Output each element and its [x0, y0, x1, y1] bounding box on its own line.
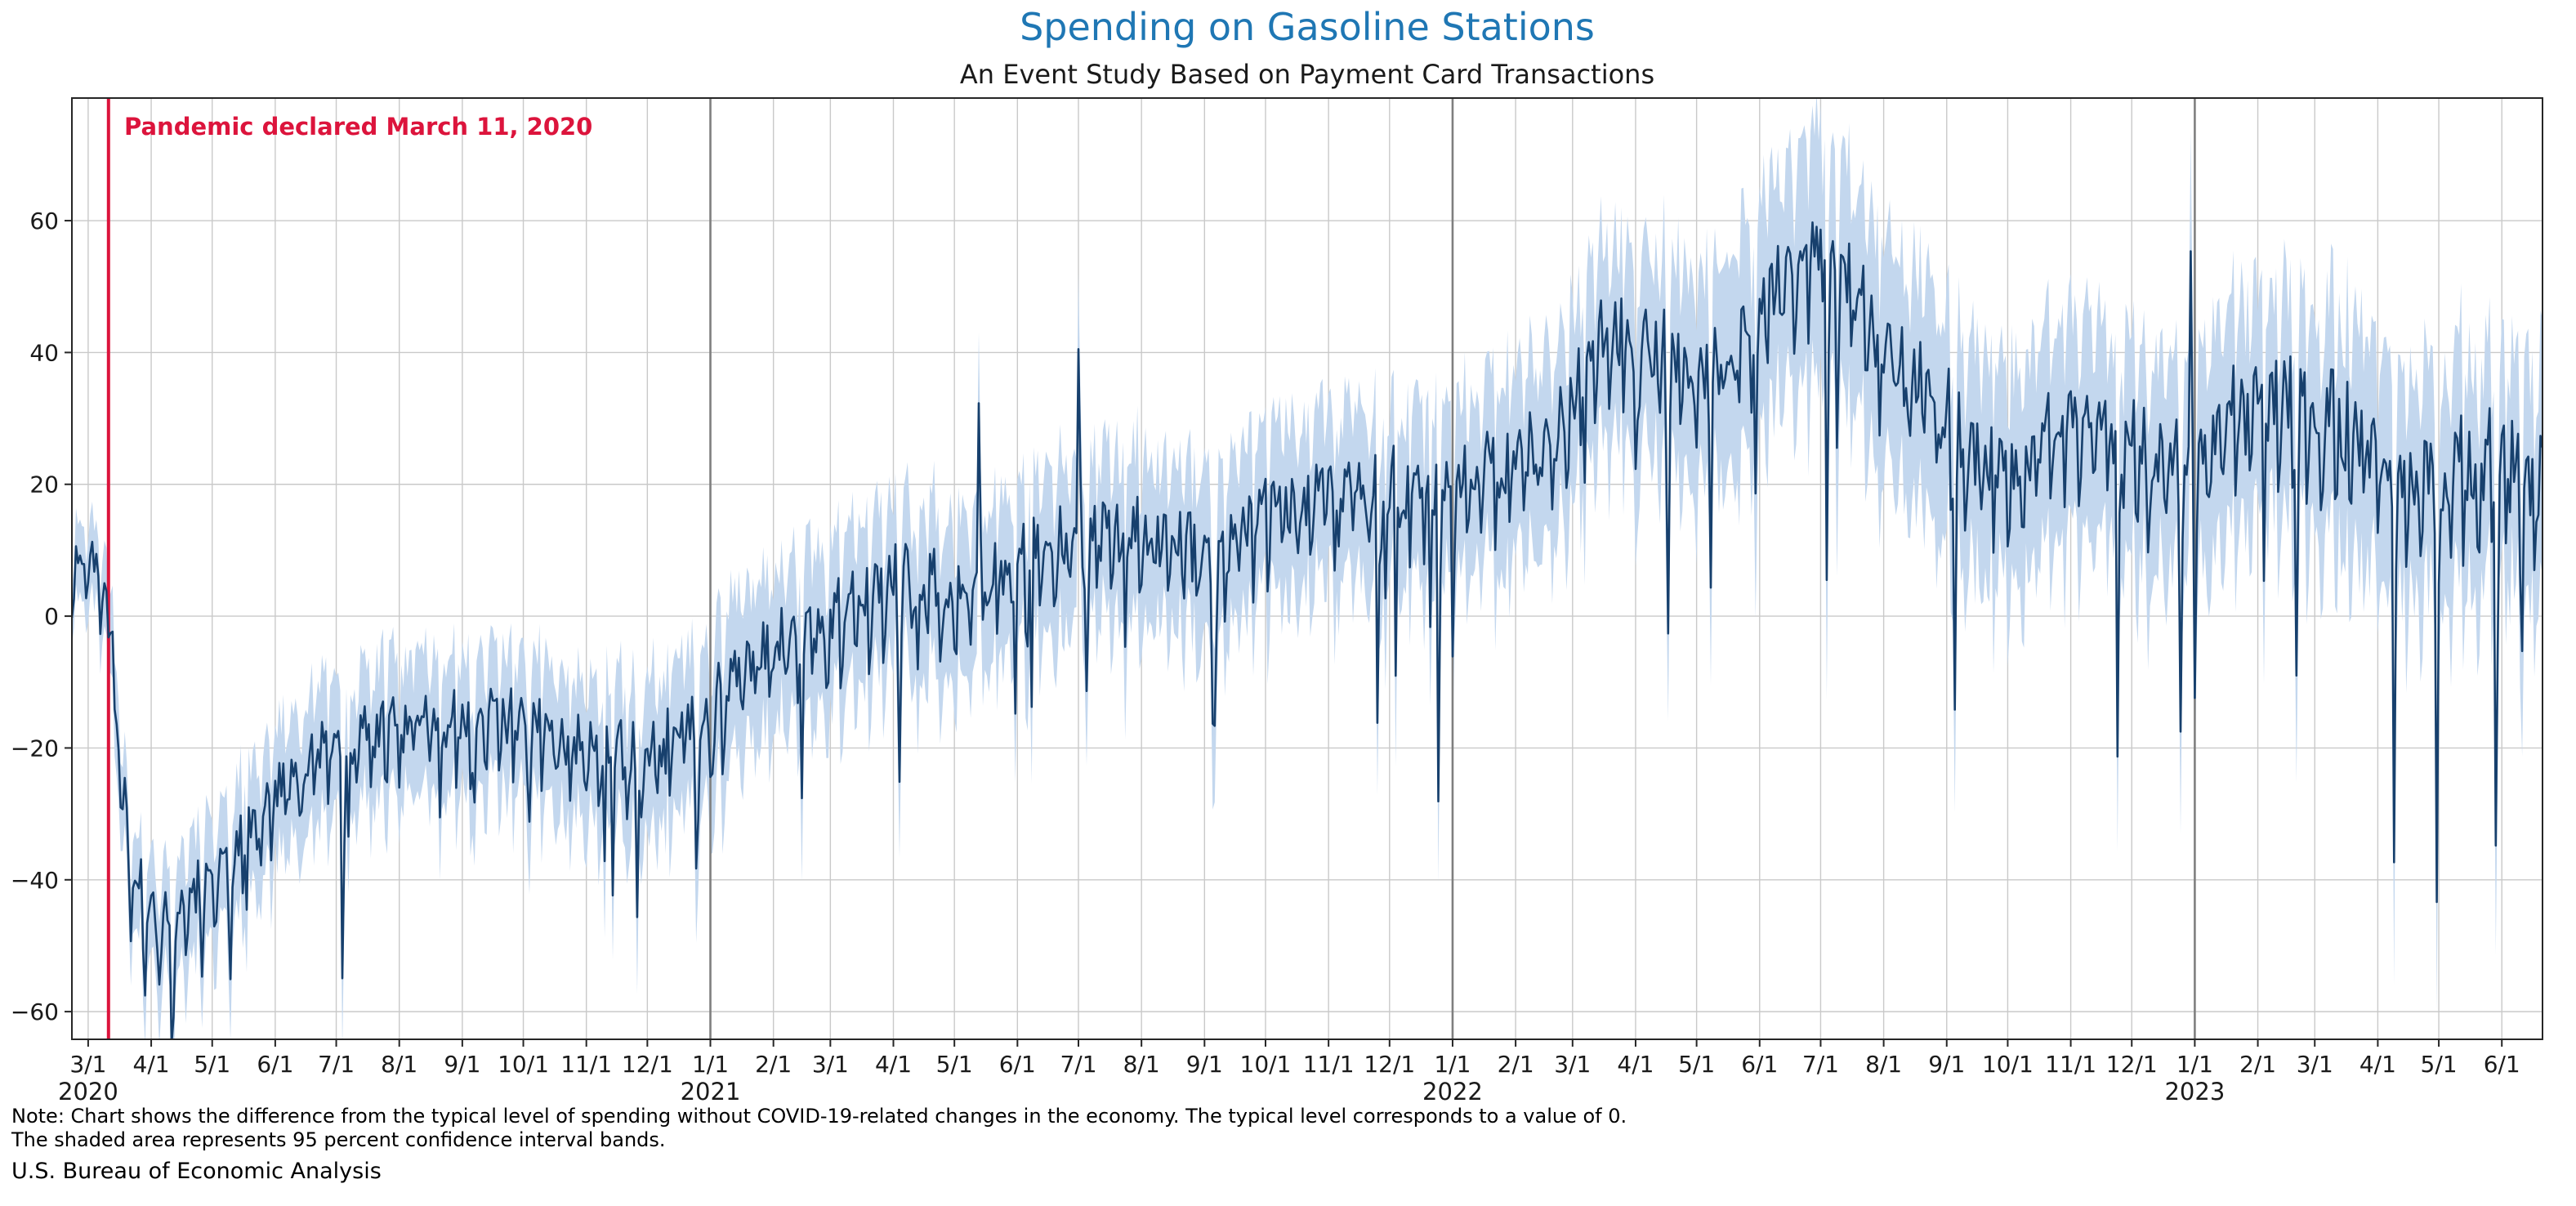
year-label: 2023 [2164, 1078, 2225, 1106]
x-tick-label: 2/1 [2239, 1051, 2276, 1078]
x-tick-label: 7/1 [1802, 1051, 1839, 1078]
x-tick-label: 8/1 [1123, 1051, 1160, 1078]
y-tick-label: 40 [29, 339, 59, 366]
x-tick-label: 8/1 [1865, 1051, 1902, 1078]
x-tick-label: 4/1 [1617, 1051, 1654, 1078]
x-tick-label: 12/1 [1364, 1051, 1415, 1078]
x-tick-label: 4/1 [133, 1051, 170, 1078]
x-tick-label: 11/1 [1303, 1051, 1355, 1078]
x-tick-label: 6/1 [257, 1051, 293, 1078]
x-tick-label: 2/1 [1498, 1051, 1534, 1078]
x-tick-label: 12/1 [2106, 1051, 2158, 1078]
x-tick-label: 5/1 [2421, 1051, 2458, 1078]
y-tick-label: 60 [29, 208, 59, 234]
x-tick-label: 7/1 [1060, 1051, 1096, 1078]
x-tick-label: 1/1 [1434, 1051, 1471, 1078]
year-label: 2022 [1422, 1078, 1483, 1106]
pandemic-annotation: Pandemic declared March 11, 2020 [124, 113, 593, 141]
source-label: U.S. Bureau of Economic Analysis [11, 1159, 382, 1184]
x-tick-label: 12/1 [622, 1051, 673, 1078]
x-tick-label: 11/1 [2045, 1051, 2096, 1078]
x-tick-label: 1/1 [692, 1051, 729, 1078]
x-tick-label: 7/1 [318, 1051, 355, 1078]
plot-border [71, 97, 2543, 1040]
x-tick-label: 1/1 [2176, 1051, 2213, 1078]
y-tick-label: −60 [11, 998, 59, 1025]
x-tick-label: 6/1 [999, 1051, 1036, 1078]
x-tick-label: 9/1 [1186, 1051, 1223, 1078]
x-tick-label: 6/1 [1741, 1051, 1778, 1078]
y-tick-label: −20 [11, 735, 59, 762]
x-tick-label: 3/1 [2297, 1051, 2333, 1078]
chart-note: Note: Chart shows the difference from th… [11, 1105, 1627, 1152]
chart-note-line2: The shaded area represents 95 percent co… [11, 1128, 666, 1151]
chart-note-line1: Note: Chart shows the difference from th… [11, 1105, 1627, 1128]
x-tick-label: 4/1 [875, 1051, 912, 1078]
x-tick-label: 6/1 [2484, 1051, 2520, 1078]
x-tick-label: 5/1 [194, 1051, 230, 1078]
x-tick-label: 3/1 [812, 1051, 849, 1078]
year-label: 2020 [58, 1078, 118, 1106]
x-tick-label: 10/1 [1982, 1051, 2034, 1078]
x-tick-label: 4/1 [2359, 1051, 2396, 1078]
x-tick-label: 8/1 [381, 1051, 417, 1078]
y-tick-label: 20 [29, 471, 59, 498]
chart-subtitle: An Event Study Based on Payment Card Tra… [959, 59, 1655, 90]
x-tick-label: 2/1 [755, 1051, 792, 1078]
x-tick-label: 5/1 [1678, 1051, 1715, 1078]
x-tick-label: 9/1 [1928, 1051, 1965, 1078]
x-tick-label: 3/1 [1554, 1051, 1591, 1078]
y-tick-label: −40 [11, 867, 59, 894]
y-tick-label: 0 [44, 603, 59, 630]
chart-title: Spending on Gasoline Stations [1020, 5, 1595, 49]
spending-line [72, 221, 2543, 1039]
year-label: 2021 [681, 1078, 741, 1106]
x-tick-label: 10/1 [498, 1051, 549, 1078]
x-tick-label: 11/1 [560, 1051, 612, 1078]
x-tick-label: 9/1 [444, 1051, 480, 1078]
x-tick-label: 3/1 [69, 1051, 106, 1078]
confidence-band [72, 98, 2543, 1039]
x-tick-label: 5/1 [936, 1051, 973, 1078]
x-tick-label: 10/1 [1240, 1051, 1292, 1078]
